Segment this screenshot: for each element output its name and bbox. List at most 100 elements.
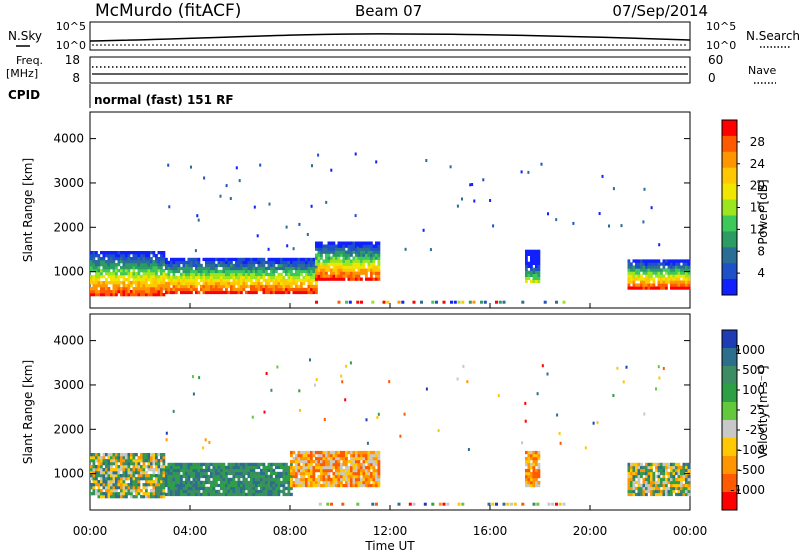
data-cell (105, 495, 108, 499)
data-cell (115, 263, 118, 267)
data-cell (340, 271, 343, 275)
colorbar-segment (722, 151, 737, 169)
data-cell (337, 480, 341, 485)
data-cell (100, 492, 103, 496)
data-cell (652, 486, 656, 491)
data-cell (172, 272, 176, 277)
data-cell (122, 456, 126, 460)
data-cell (275, 266, 278, 271)
data-cell (207, 486, 211, 491)
data-cell (270, 480, 273, 485)
data-cell (130, 263, 133, 267)
data-cell (155, 293, 158, 297)
data-cell (125, 251, 128, 255)
data-cell (140, 254, 143, 258)
data-cell (377, 253, 381, 257)
data-cell (372, 277, 376, 281)
data-cell (92, 275, 96, 279)
data-cell (265, 477, 268, 482)
data-cell (270, 257, 273, 262)
data-cell (125, 462, 128, 466)
data-cell (630, 474, 633, 479)
ytick-label: 3000 (53, 176, 84, 190)
data-cell (685, 259, 688, 263)
scatter-cell (298, 222, 301, 226)
data-cell (110, 486, 113, 490)
data-cell (212, 489, 216, 494)
data-cell (207, 468, 211, 473)
data-cell (222, 483, 226, 488)
data-cell (230, 486, 233, 491)
data-cell (240, 290, 243, 295)
data-cell (295, 456, 298, 461)
data-cell (655, 268, 658, 272)
data-cell (317, 477, 321, 482)
data-cell (345, 271, 348, 275)
data-cell (370, 462, 373, 467)
data-cell (105, 477, 108, 481)
data-cell (252, 281, 256, 286)
data-cell (147, 266, 151, 270)
data-cell (375, 253, 378, 257)
data-cell (192, 477, 196, 482)
data-cell (647, 471, 651, 476)
data-cell (135, 287, 138, 291)
ground-cell (442, 300, 446, 304)
data-cell (305, 287, 308, 292)
data-cell (347, 256, 351, 260)
data-cell (310, 257, 313, 262)
data-cell (200, 284, 203, 289)
data-cell (192, 474, 196, 479)
data-cell (92, 257, 96, 261)
data-cell (127, 272, 131, 276)
data-cell (337, 244, 341, 248)
data-cell (527, 462, 531, 467)
data-cell (150, 281, 153, 285)
data-cell (215, 471, 218, 476)
data-cell (190, 468, 193, 473)
data-cell (145, 263, 148, 267)
data-cell (290, 468, 293, 473)
data-cell (635, 268, 638, 272)
data-cell (240, 257, 243, 262)
data-cell (162, 471, 166, 475)
data-cell (192, 471, 196, 476)
data-cell (100, 495, 103, 499)
colorbar-tick-label: 4 (757, 266, 765, 280)
data-cell (132, 459, 136, 463)
data-cell (177, 281, 181, 286)
data-cell (377, 268, 381, 272)
data-cell (167, 462, 171, 467)
data-cell (227, 477, 231, 482)
data-cell (262, 471, 266, 476)
data-cell (232, 290, 236, 295)
ground-cell (412, 502, 416, 506)
data-cell (310, 468, 313, 473)
data-cell (685, 268, 688, 272)
data-cell (225, 474, 228, 479)
data-cell (112, 489, 116, 493)
data-cell (150, 468, 153, 472)
data-cell (360, 241, 363, 245)
data-cell (685, 465, 688, 470)
data-cell (685, 486, 688, 491)
data-cell (302, 257, 306, 262)
data-cell (657, 474, 661, 479)
data-cell (357, 456, 361, 461)
data-cell (665, 468, 668, 473)
data-cell (170, 480, 173, 485)
data-cell (662, 265, 666, 269)
data-cell (157, 284, 161, 288)
data-cell (252, 290, 256, 295)
data-cell (112, 456, 116, 460)
data-cell (105, 284, 108, 288)
data-cell (182, 290, 186, 295)
data-cell (640, 471, 643, 476)
data-cell (647, 480, 651, 485)
scatter-cell (238, 179, 241, 183)
data-cell (167, 284, 171, 289)
data-cell (122, 266, 126, 270)
data-cell (287, 483, 291, 488)
data-cell (682, 474, 686, 479)
data-cell (530, 450, 533, 455)
